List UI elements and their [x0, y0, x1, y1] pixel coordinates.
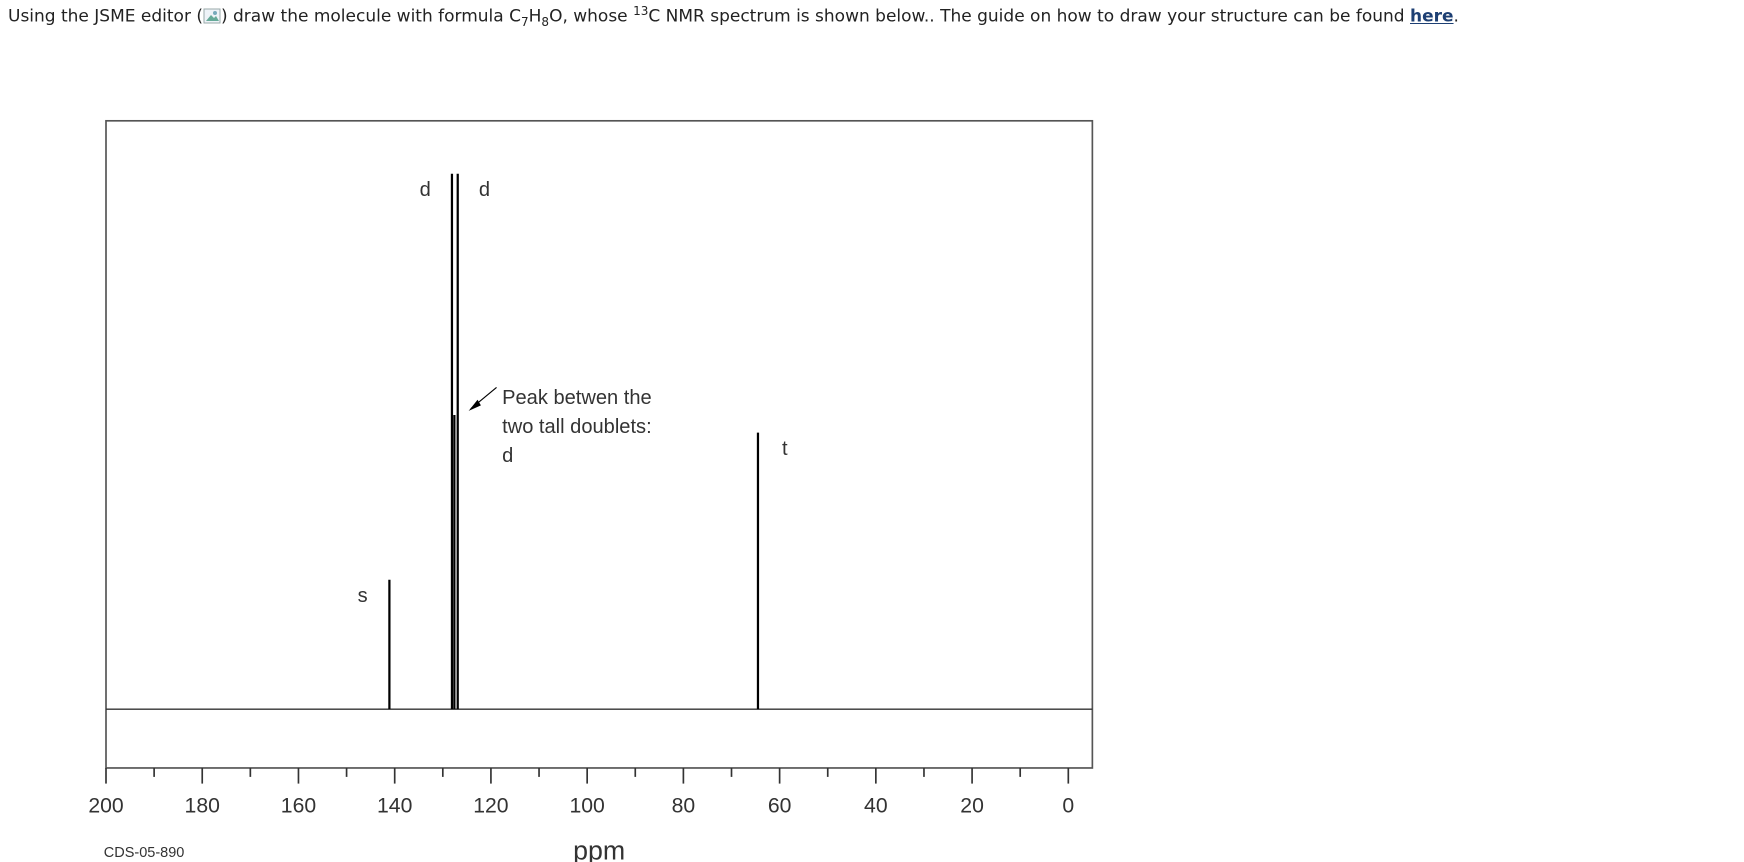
peak-label: s: [358, 585, 368, 607]
guide-link[interactable]: here: [1410, 6, 1454, 27]
subscript: 7: [520, 15, 529, 30]
subscript: 8: [541, 15, 550, 30]
question-text: Using the JSME editor (: [8, 6, 203, 27]
annotation-text: two tall doublets:: [502, 416, 652, 438]
superscript: 13: [633, 4, 649, 18]
x-tick-label: 180: [185, 795, 220, 818]
peak-label: d: [479, 179, 490, 201]
broken-image-icon: [203, 8, 221, 24]
x-tick-label: 40: [864, 795, 888, 818]
peak-label: t: [782, 438, 788, 460]
question: Using the JSME editor ( ) draw the molecu…: [8, 4, 1459, 29]
x-axis-label: ppm: [573, 835, 625, 862]
peak-label: d: [420, 179, 431, 201]
x-tick-label: 60: [768, 795, 792, 818]
x-tick-label: 140: [377, 795, 412, 818]
question-text: .: [1453, 6, 1459, 27]
x-tick-label: 160: [281, 795, 316, 818]
question-text: ) draw the molecule with formula C: [220, 6, 521, 27]
plot-frame: [105, 119, 1094, 769]
question-text: O, whose: [549, 6, 634, 27]
spectrum-id: CDS-05-890: [104, 845, 185, 861]
annotation-text: d: [502, 445, 513, 467]
question-text: H: [528, 6, 542, 27]
arrow-head: [468, 399, 481, 411]
x-tick-label: 0: [1062, 795, 1074, 818]
annotation-text: Peak betwen the: [502, 387, 652, 409]
x-tick-label: 100: [569, 795, 604, 818]
question-text: C NMR spectrum is shown below.. The guid…: [648, 6, 1410, 27]
x-tick-label: 20: [960, 795, 984, 818]
x-tick-label: 200: [88, 795, 123, 818]
x-tick-label: 80: [672, 795, 696, 818]
x-tick-label: 120: [473, 795, 508, 818]
